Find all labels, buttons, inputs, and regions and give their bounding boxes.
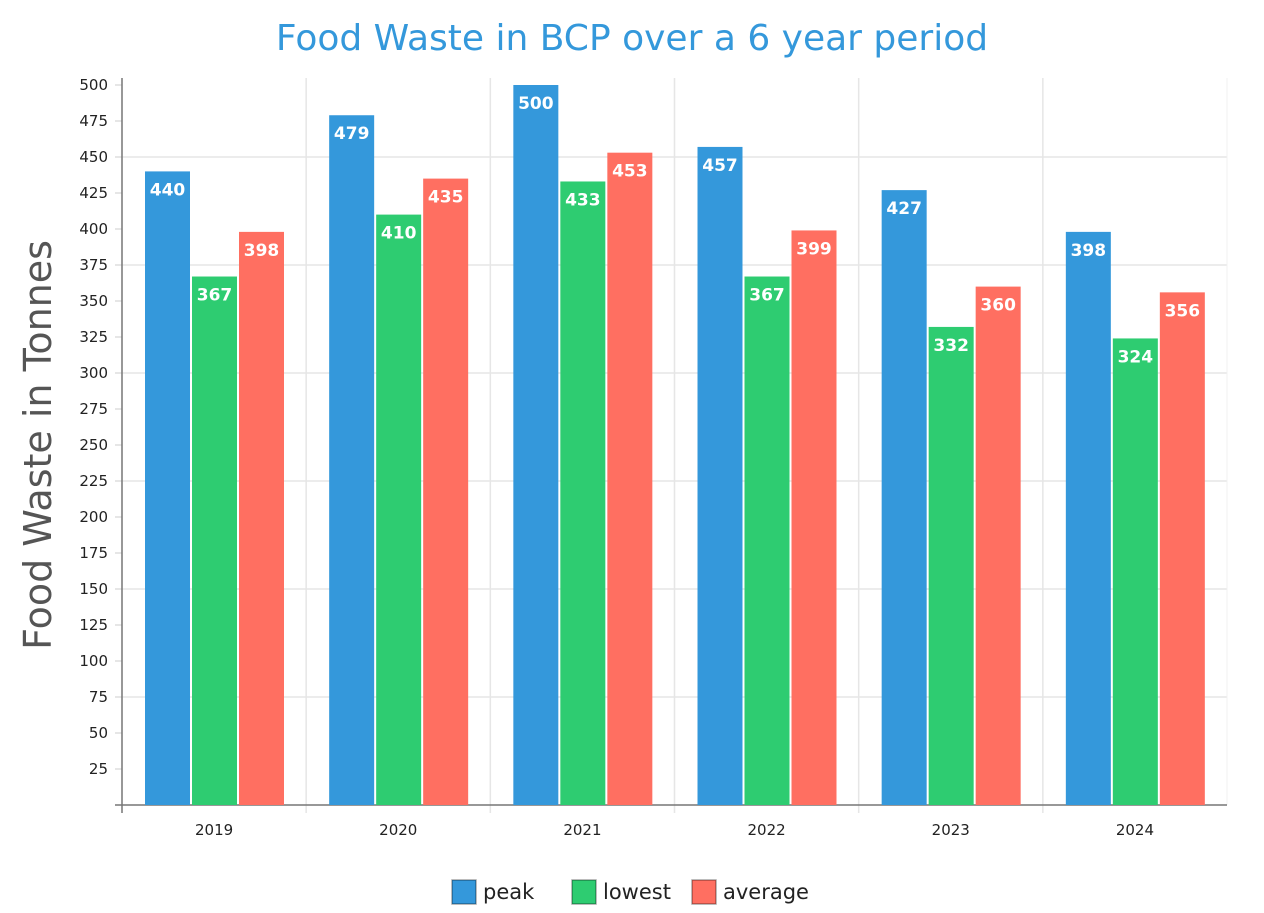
- data-label: 427: [886, 199, 922, 219]
- bar-average-2022: [791, 230, 837, 805]
- bar-lowest-2020: [376, 214, 422, 806]
- y-tick-label: 100: [79, 652, 108, 670]
- y-tick-label: 300: [79, 364, 108, 382]
- y-tick-label: 75: [89, 688, 108, 706]
- y-tick-label: 175: [79, 544, 108, 562]
- y-tick-label: 500: [79, 76, 108, 94]
- y-tick-label: 350: [79, 292, 108, 310]
- legend-swatch-average: [691, 879, 717, 905]
- bar-average-2021: [607, 152, 653, 805]
- bar-peak-2020: [329, 115, 375, 806]
- data-label: 332: [933, 336, 969, 356]
- bar-peak-2024: [1065, 231, 1111, 805]
- data-label: 398: [1071, 241, 1107, 261]
- x-tick-label: 2022: [747, 821, 785, 839]
- legend-swatch-peak: [451, 879, 477, 905]
- data-label: 457: [702, 156, 738, 176]
- bar-peak-2022: [697, 146, 743, 806]
- data-label: 356: [1165, 301, 1201, 321]
- x-tick-label: 2024: [1116, 821, 1154, 839]
- x-tick-label: 2021: [563, 821, 601, 839]
- y-tick-label: 450: [79, 148, 108, 166]
- y-tick-label: 150: [79, 580, 108, 598]
- bar-lowest-2024: [1112, 338, 1158, 805]
- data-label: 435: [428, 188, 464, 208]
- x-tick-label: 2020: [379, 821, 417, 839]
- bar-peak-2021: [513, 85, 559, 805]
- y-tick-label: 225: [79, 472, 108, 490]
- legend-swatch-lowest: [571, 879, 597, 905]
- x-tick-label: 2019: [195, 821, 233, 839]
- data-label: 410: [381, 224, 417, 244]
- y-tick-label: 325: [79, 328, 108, 346]
- x-tick-label: 2023: [932, 821, 970, 839]
- data-label: 360: [980, 296, 1016, 316]
- data-label: 440: [150, 180, 186, 200]
- bar-average-2020: [423, 178, 469, 806]
- data-label: 399: [796, 239, 832, 259]
- bar-peak-2023: [881, 190, 927, 805]
- y-tick-label: 250: [79, 436, 108, 454]
- data-label: 433: [565, 190, 601, 210]
- legend-label: average: [723, 880, 809, 904]
- bar-lowest-2021: [560, 181, 606, 806]
- bar-average-2019: [239, 231, 284, 805]
- chart-title: Food Waste in BCP over a 6 year period: [275, 18, 989, 59]
- y-tick-label: 425: [79, 184, 108, 202]
- y-tick-label: 275: [79, 400, 108, 418]
- y-tick-label: 475: [79, 112, 108, 130]
- data-label: 453: [612, 162, 648, 182]
- legend-label: lowest: [603, 880, 671, 904]
- data-label: 500: [518, 94, 554, 114]
- bar-average-2024: [1159, 292, 1205, 805]
- y-tick-label: 25: [89, 760, 108, 778]
- legend-label: peak: [483, 880, 535, 904]
- data-label: 324: [1118, 347, 1154, 367]
- bar-lowest-2019: [192, 276, 237, 805]
- data-label: 367: [197, 286, 233, 306]
- bar-peak-2019: [145, 171, 190, 805]
- data-label: 479: [334, 124, 370, 144]
- bar-lowest-2022: [744, 276, 790, 805]
- bar-lowest-2023: [928, 326, 974, 805]
- y-tick-label: 400: [79, 220, 108, 238]
- y-tick-label: 125: [79, 616, 108, 634]
- y-tick-label: 375: [79, 256, 108, 274]
- data-label: 398: [244, 241, 280, 261]
- y-tick-label: 50: [89, 724, 108, 742]
- y-tick-label: 200: [79, 508, 108, 526]
- bar-average-2023: [975, 286, 1021, 806]
- data-label: 367: [749, 286, 785, 306]
